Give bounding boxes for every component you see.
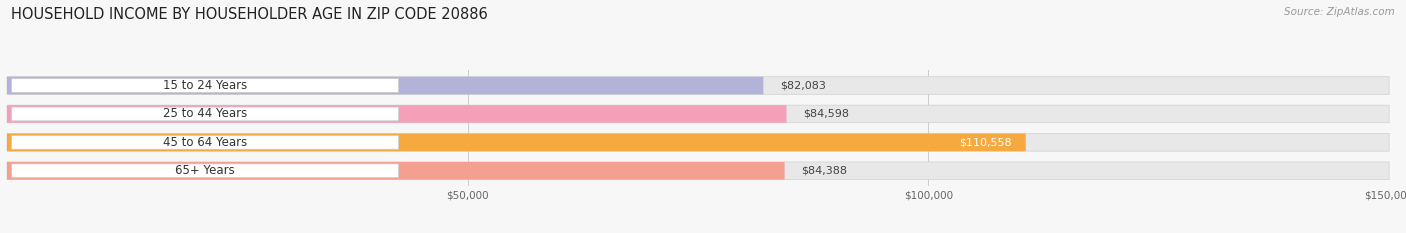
FancyBboxPatch shape bbox=[7, 134, 1389, 151]
Text: 45 to 64 Years: 45 to 64 Years bbox=[163, 136, 247, 149]
Text: Source: ZipAtlas.com: Source: ZipAtlas.com bbox=[1284, 7, 1395, 17]
FancyBboxPatch shape bbox=[7, 77, 1389, 94]
Text: 15 to 24 Years: 15 to 24 Years bbox=[163, 79, 247, 92]
FancyBboxPatch shape bbox=[7, 105, 1389, 123]
Text: $84,598: $84,598 bbox=[803, 109, 849, 119]
FancyBboxPatch shape bbox=[7, 105, 786, 123]
FancyBboxPatch shape bbox=[11, 135, 399, 149]
FancyBboxPatch shape bbox=[11, 164, 399, 178]
FancyBboxPatch shape bbox=[7, 134, 1026, 151]
Text: $84,388: $84,388 bbox=[801, 166, 848, 176]
Text: 65+ Years: 65+ Years bbox=[176, 164, 235, 177]
FancyBboxPatch shape bbox=[11, 79, 399, 93]
Text: HOUSEHOLD INCOME BY HOUSEHOLDER AGE IN ZIP CODE 20886: HOUSEHOLD INCOME BY HOUSEHOLDER AGE IN Z… bbox=[11, 7, 488, 22]
FancyBboxPatch shape bbox=[7, 162, 1389, 180]
FancyBboxPatch shape bbox=[7, 77, 763, 94]
Text: $110,558: $110,558 bbox=[959, 137, 1012, 147]
FancyBboxPatch shape bbox=[11, 107, 399, 121]
Text: $82,083: $82,083 bbox=[780, 81, 825, 91]
Text: 25 to 44 Years: 25 to 44 Years bbox=[163, 107, 247, 120]
FancyBboxPatch shape bbox=[7, 162, 785, 180]
